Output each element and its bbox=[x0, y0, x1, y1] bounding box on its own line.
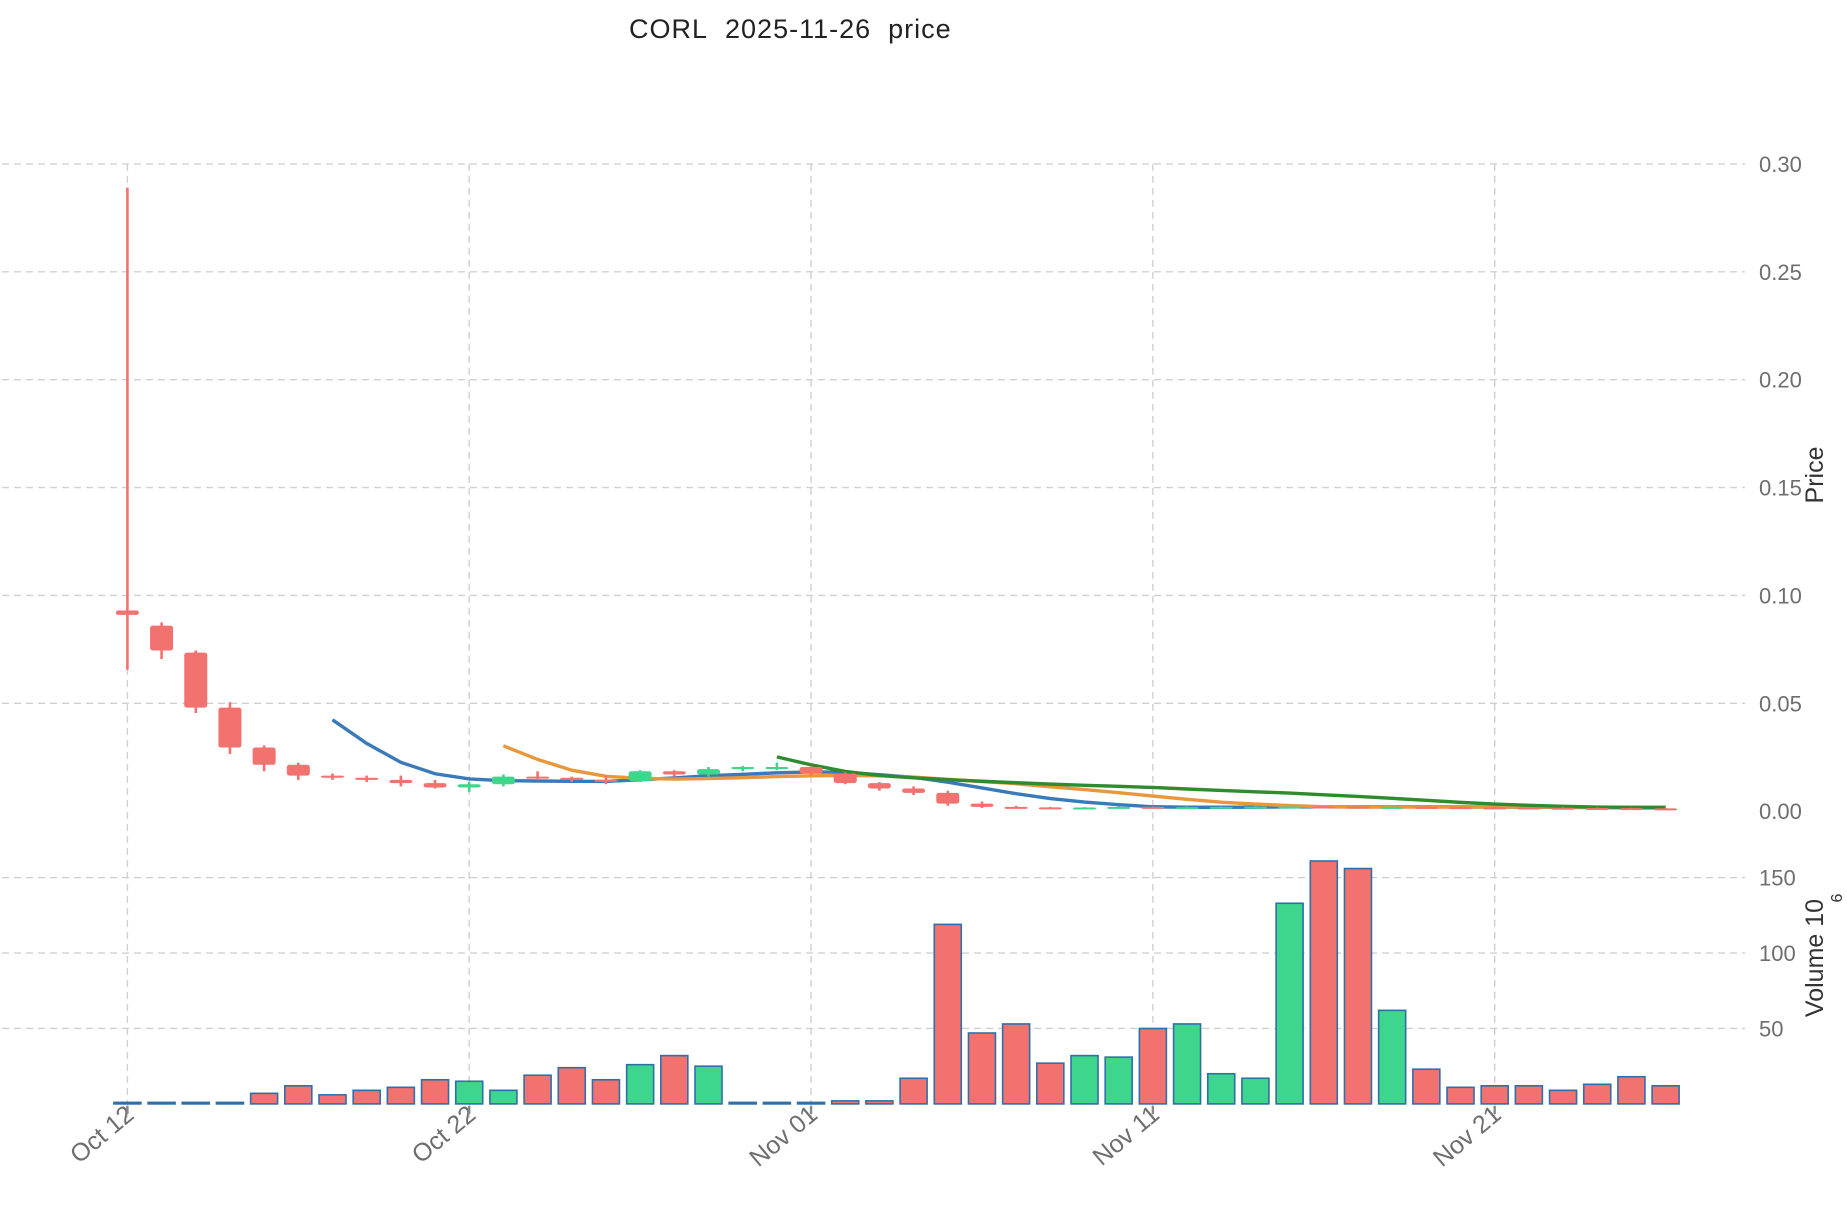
svg-text:0.05: 0.05 bbox=[1759, 691, 1802, 716]
svg-text:100: 100 bbox=[1759, 941, 1796, 966]
svg-text:0.30: 0.30 bbox=[1759, 152, 1802, 177]
svg-text:0.25: 0.25 bbox=[1759, 260, 1802, 285]
svg-text:Price: Price bbox=[1801, 447, 1829, 504]
svg-text:150: 150 bbox=[1759, 866, 1796, 891]
svg-text:6: 6 bbox=[1829, 893, 1846, 902]
svg-text:0.20: 0.20 bbox=[1759, 368, 1802, 393]
svg-text:0.10: 0.10 bbox=[1759, 583, 1802, 608]
svg-text:0.00: 0.00 bbox=[1759, 799, 1802, 824]
svg-text:50: 50 bbox=[1759, 1016, 1783, 1041]
svg-text:Volume 10: Volume 10 bbox=[1801, 899, 1829, 1017]
svg-text:0.15: 0.15 bbox=[1759, 476, 1802, 501]
